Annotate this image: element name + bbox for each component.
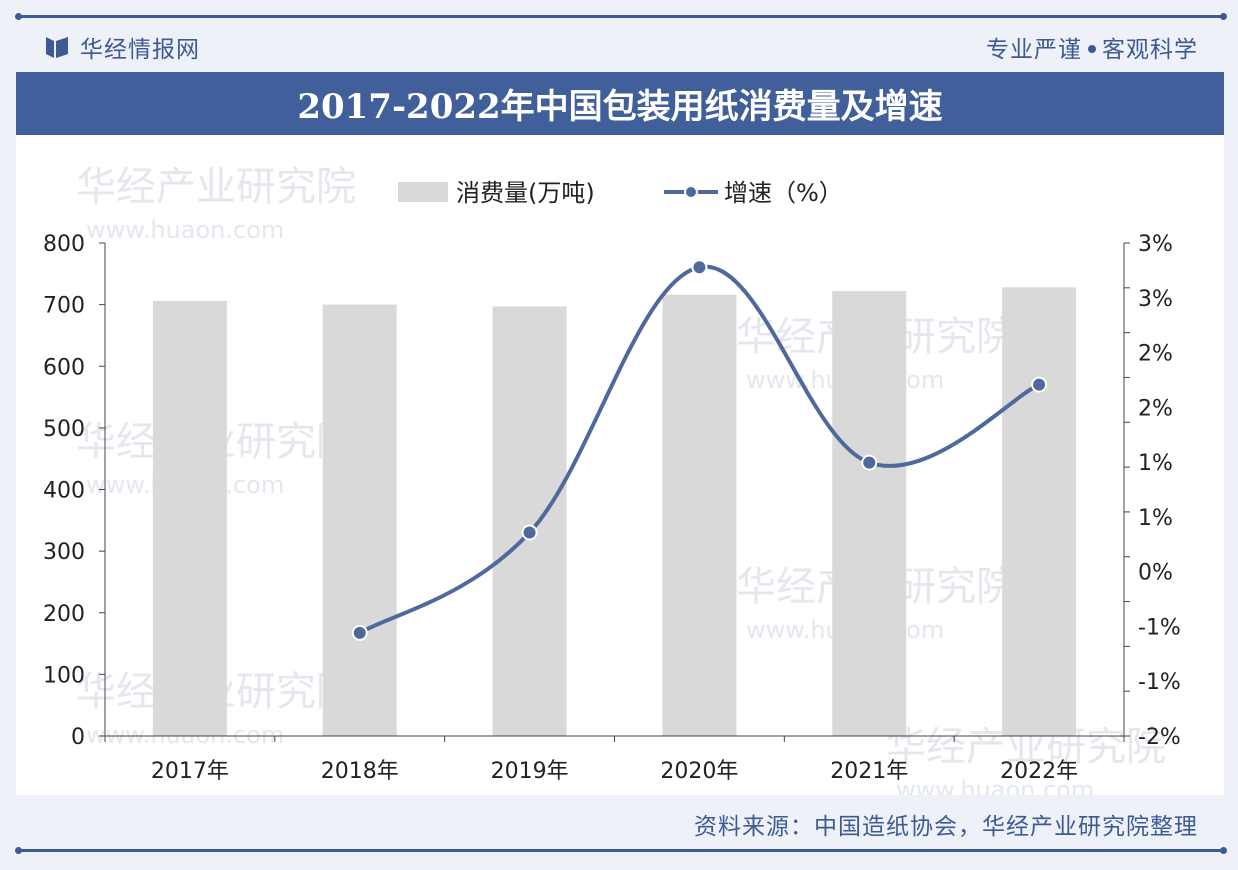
x-axis-tick-label: 2019年 <box>491 759 569 784</box>
source-text: 资料来源：中国造纸协会，华经产业研究院整理 <box>694 814 1198 840</box>
left-axis-tick-label: 200 <box>43 602 85 627</box>
slogan-dot-icon <box>1088 44 1096 53</box>
legend-line-marker <box>684 185 698 199</box>
brand-name: 华经情报网 <box>80 37 200 63</box>
right-axis-tick-label: 3% <box>1138 232 1173 257</box>
right-axis-tick-label: -1% <box>1138 670 1181 695</box>
legend: 消费量(万吨) 增速（%） <box>398 179 843 207</box>
growth-point <box>521 524 538 541</box>
growth-point <box>1031 376 1048 393</box>
bar <box>152 300 227 736</box>
x-axis-tick-label: 2017年 <box>151 759 229 784</box>
bar <box>662 294 737 736</box>
top-rule <box>15 13 1227 20</box>
bar <box>1002 287 1077 736</box>
line-series <box>351 259 1048 641</box>
left-axis-tick-label: 400 <box>43 479 85 504</box>
x-axis-tick-label: 2018年 <box>321 759 399 784</box>
right-axis-tick-label: -1% <box>1138 615 1181 640</box>
x-axis-tick-label: 2020年 <box>660 759 738 784</box>
slogan-left: 专业严谨 <box>986 37 1082 63</box>
chart-title-band: 2017-2022年中国包装用纸消费量及增速 <box>16 72 1224 135</box>
brand-logo-icon <box>46 37 68 58</box>
slogan: 专业严谨 客观科学 <box>986 30 1198 64</box>
bar <box>492 306 567 736</box>
bars <box>152 287 1077 736</box>
left-axis-tick-label: 800 <box>43 232 85 257</box>
bar <box>322 304 397 736</box>
watermark-url: www.huaon.com <box>86 216 284 244</box>
chart-title: 2017-2022年中国包装用纸消费量及增速 <box>297 87 943 127</box>
left-axis-tick-label: 100 <box>43 663 85 688</box>
right-axis-tick-label: 3% <box>1138 287 1173 312</box>
legend-line-label: 增速（%） <box>724 179 843 207</box>
right-axis-tick-label: 2% <box>1138 342 1173 367</box>
bottom-rule <box>15 847 1227 854</box>
right-axis-tick-label: 2% <box>1138 396 1173 421</box>
right-axis-tick-label: -2% <box>1138 725 1181 750</box>
watermark-text: 华经产业研究院 <box>76 164 356 210</box>
growth-point <box>691 259 708 276</box>
right-axis-tick-label: 1% <box>1138 451 1173 476</box>
left-axis-tick-label: 500 <box>43 417 85 442</box>
legend-bar-swatch <box>398 182 448 202</box>
left-axis-tick-label: 700 <box>43 294 85 319</box>
chart-area: 华经产业研究院 www.huaon.com 华经产业研究院 www.huaon.com… <box>16 135 1224 795</box>
left-axis-tick-label: 300 <box>43 540 85 565</box>
source-band: 资料来源：中国造纸协会，华经产业研究院整理 <box>16 795 1224 850</box>
left-axis: 0 100 200 300 400 500 600 700 800 <box>43 232 106 750</box>
left-axis-tick-label: 0 <box>71 725 85 750</box>
right-axis-tick-label: 1% <box>1138 506 1173 531</box>
x-axis-tick-label: 2021年 <box>830 759 908 784</box>
legend-bar-label: 消费量(万吨) <box>456 179 595 207</box>
left-axis-tick-label: 600 <box>43 355 85 380</box>
right-axis: -2% -1% -1% 0% 1% 1% 2% 2% 3% 3% <box>1123 232 1181 750</box>
growth-point <box>861 454 878 471</box>
slogan-right: 客观科学 <box>1102 37 1198 63</box>
watermark-url: www.huaon.com <box>896 776 1094 795</box>
growth-point <box>351 624 368 641</box>
brand: 华经情报网 <box>44 30 200 64</box>
x-axis-tick-label: 2022年 <box>1000 759 1078 784</box>
chart: 华经产业研究院www.huaon.com华经产业研究院www.huaon.com… <box>43 164 1181 795</box>
bar <box>832 291 907 736</box>
right-axis-tick-label: 0% <box>1138 561 1173 586</box>
x-axis: 2017年 2018年 2019年 2020年 2021年 2022年 <box>104 735 1125 784</box>
